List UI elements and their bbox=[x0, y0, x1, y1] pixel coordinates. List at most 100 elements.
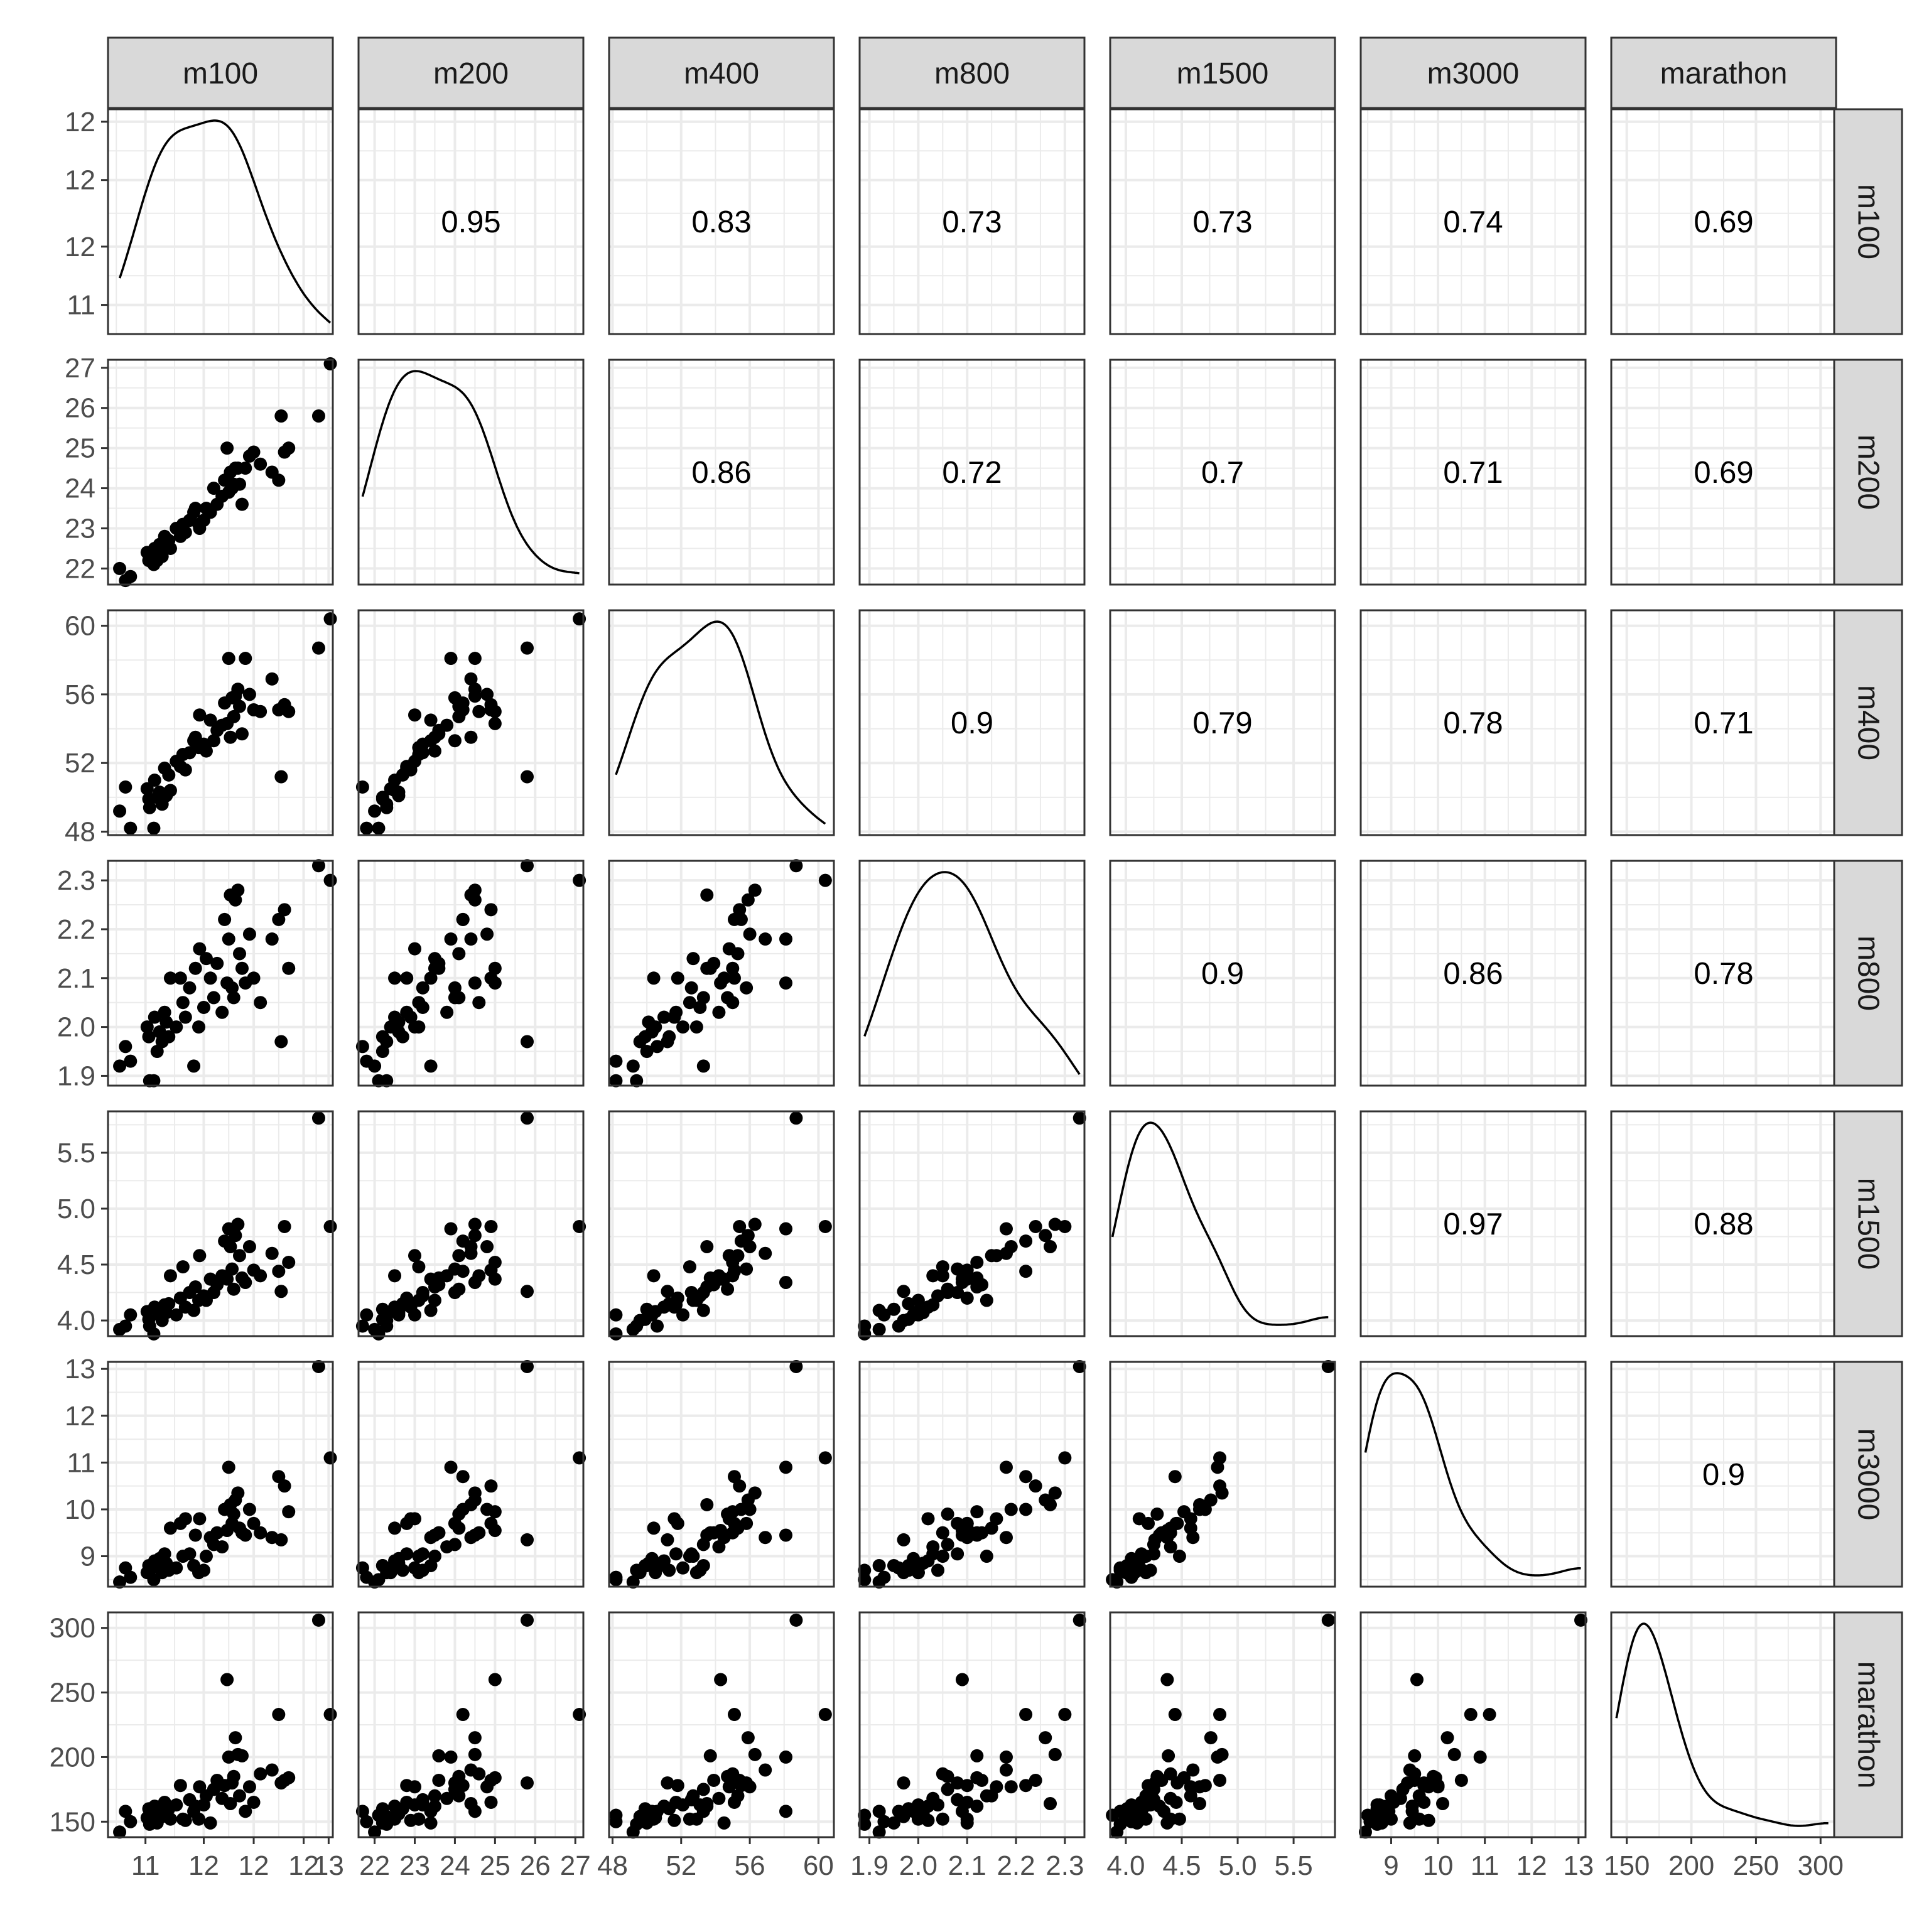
correlation-label: 0.97 bbox=[1443, 1207, 1503, 1241]
data-point bbox=[1172, 1812, 1186, 1826]
data-point bbox=[703, 1271, 717, 1285]
data-point bbox=[282, 1505, 296, 1519]
data-point bbox=[360, 1308, 374, 1322]
data-point bbox=[726, 1526, 740, 1540]
y-tick-label: 4.0 bbox=[57, 1305, 95, 1336]
correlation-label: 0.69 bbox=[1694, 205, 1753, 239]
data-point bbox=[741, 1731, 755, 1745]
y-tick-label: 52 bbox=[65, 748, 95, 779]
data-point bbox=[1403, 1763, 1417, 1777]
strip-label: m800 bbox=[1852, 936, 1885, 1011]
density-curve bbox=[1111, 1121, 1329, 1326]
data-point bbox=[323, 1708, 337, 1722]
data-point bbox=[468, 893, 482, 907]
strip-label: marathon bbox=[1852, 1661, 1885, 1789]
column-strip-m400: m400 bbox=[608, 36, 835, 109]
data-point bbox=[1150, 1507, 1164, 1521]
density-curve bbox=[1364, 1372, 1581, 1577]
data-point bbox=[396, 1563, 409, 1577]
data-point bbox=[124, 1815, 138, 1828]
y-tick-label: 10 bbox=[65, 1494, 95, 1525]
data-point bbox=[311, 859, 325, 873]
y-tick-label: 1.9 bbox=[57, 1060, 95, 1091]
data-point bbox=[210, 956, 224, 970]
row-strip-m1500: m1500 bbox=[1833, 1110, 1903, 1337]
data-point bbox=[227, 1282, 240, 1296]
strip-label: m3000 bbox=[1427, 57, 1520, 90]
data-point bbox=[468, 1229, 482, 1243]
data-point bbox=[1169, 1795, 1183, 1809]
data-point bbox=[1048, 1486, 1062, 1500]
panel-background bbox=[1110, 1111, 1335, 1336]
data-point bbox=[726, 1255, 740, 1269]
data-point bbox=[1168, 1708, 1182, 1722]
data-point bbox=[272, 1265, 286, 1278]
data-point bbox=[951, 1776, 964, 1790]
data-point bbox=[707, 1773, 721, 1787]
data-point bbox=[178, 526, 192, 539]
data-point bbox=[163, 784, 177, 797]
data-point bbox=[1177, 1505, 1191, 1519]
data-point bbox=[176, 1260, 190, 1274]
y-tick-label: 200 bbox=[50, 1742, 95, 1773]
data-point bbox=[163, 1812, 177, 1826]
data-point bbox=[1204, 1493, 1218, 1507]
panel-border bbox=[1109, 108, 1336, 335]
panel-background bbox=[108, 109, 333, 334]
panel-background bbox=[1110, 861, 1335, 1086]
data-point bbox=[931, 1563, 945, 1577]
data-point bbox=[468, 1486, 482, 1500]
data-point bbox=[424, 713, 438, 727]
data-point bbox=[222, 932, 235, 946]
y-tick-label: 12 bbox=[65, 1401, 95, 1432]
data-point bbox=[1073, 1111, 1086, 1125]
data-point bbox=[887, 1558, 900, 1572]
data-point bbox=[897, 1776, 910, 1790]
data-point bbox=[647, 971, 661, 985]
data-point bbox=[1132, 1512, 1146, 1526]
data-point bbox=[743, 1240, 757, 1254]
data-point bbox=[254, 457, 267, 471]
data-point bbox=[272, 1708, 286, 1722]
data-point bbox=[521, 1359, 534, 1373]
y-tick-label: 60 bbox=[65, 611, 95, 642]
data-point bbox=[779, 976, 792, 990]
strip-background bbox=[1833, 609, 1903, 836]
strip-label: m200 bbox=[1852, 434, 1885, 510]
panel-background bbox=[860, 1362, 1084, 1587]
data-point bbox=[748, 1217, 762, 1231]
data-point bbox=[743, 1503, 757, 1516]
panel-m200-m800: 0.72 bbox=[858, 359, 1086, 586]
data-point bbox=[1184, 1789, 1197, 1803]
y-tick-label: 12 bbox=[65, 107, 95, 138]
panel-marathon-marathon: 150 200 250 300 bbox=[1604, 1611, 1844, 1881]
data-point bbox=[1574, 1613, 1588, 1627]
data-point bbox=[400, 1547, 414, 1561]
y-tick-label: 23 bbox=[65, 514, 95, 544]
data-point bbox=[683, 996, 696, 1010]
data-point bbox=[232, 1789, 246, 1803]
data-point bbox=[468, 976, 482, 990]
data-point bbox=[392, 1015, 406, 1029]
data-point bbox=[239, 461, 252, 475]
data-point bbox=[448, 734, 462, 748]
data-point bbox=[239, 1276, 252, 1290]
data-point bbox=[480, 1240, 494, 1254]
data-point bbox=[1039, 1229, 1052, 1243]
x-tick-label: 12 bbox=[288, 1850, 319, 1881]
data-point bbox=[647, 1521, 661, 1535]
data-point bbox=[686, 1789, 700, 1803]
data-point bbox=[703, 1749, 717, 1762]
panel-m400-m100: 48 52 56 60 bbox=[65, 609, 337, 848]
data-point bbox=[779, 932, 792, 946]
data-point bbox=[1044, 1797, 1057, 1811]
data-point bbox=[265, 1246, 279, 1260]
panel-border bbox=[107, 359, 334, 586]
data-point bbox=[242, 927, 256, 941]
data-point bbox=[1417, 1776, 1431, 1790]
data-point bbox=[726, 996, 740, 1010]
panel-background bbox=[1110, 109, 1335, 334]
data-point bbox=[428, 1550, 441, 1563]
data-point bbox=[1204, 1731, 1218, 1745]
